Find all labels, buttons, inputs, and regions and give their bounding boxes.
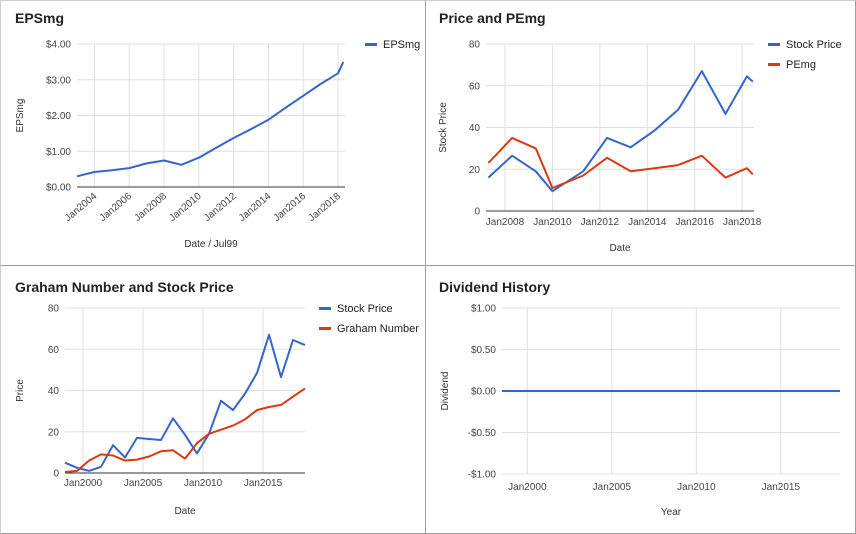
series-line-epsmg	[76, 61, 345, 178]
x-tick-label: Jan2000	[508, 482, 547, 493]
price-pemg-chart: Price and PEmg 0 20 40 60 80 Jan2008 Jan2010 Jan…	[438, 10, 842, 254]
y-axis-title: Price	[15, 379, 26, 402]
x-tick-label: Jan2005	[124, 478, 163, 489]
y-axis-title: Stock Price	[438, 102, 449, 153]
legend-swatch-graham-number	[319, 327, 331, 330]
x-axis-title: Date	[609, 243, 631, 254]
graham-number-chart: Graham Number and Stock Price 0 20 40 60 80 Ja…	[15, 279, 419, 517]
x-tick-label: Jan2014	[628, 217, 667, 228]
x-tick-label: Jan2010	[533, 217, 572, 228]
y-tick-label: $0.50	[471, 345, 496, 356]
y-tick-label: 80	[469, 40, 481, 51]
y-tick-label: $1.00	[46, 147, 71, 158]
x-tick-label: Jan2006	[98, 191, 135, 224]
y-tick-label: $4.00	[46, 40, 71, 51]
legend-label-stock-price: Stock Price	[786, 39, 842, 51]
legend-swatch-epsmg	[365, 43, 377, 46]
x-axis-title: Date	[174, 506, 196, 517]
x-tick-label: Jan2012	[202, 191, 239, 224]
y-tick-label: 0	[53, 469, 59, 480]
y-tick-label: 60	[48, 345, 60, 356]
epsmg-chart: EPSmg$0.00$1.00$2.00$3.00$4.00Jan2004Jan…	[15, 10, 420, 250]
x-tick-label: Jan2018	[306, 191, 343, 224]
x-tick-label: Jan2008	[132, 191, 169, 224]
x-tick-label: Jan2010	[677, 482, 716, 493]
y-tick-label: $3.00	[46, 75, 71, 86]
x-tick-label: Jan2015	[244, 478, 283, 489]
x-tick-label: Jan2005	[593, 482, 632, 493]
x-tick-label: Jan2008	[486, 217, 525, 228]
chart-panel-epsmg: EPSmg $0.00 $1.00 $2.00 $3.00 $4.00 Jan2004 Jan…	[0, 0, 426, 266]
y-tick-label: $2.00	[46, 111, 71, 122]
y-tick-label: 20	[469, 165, 481, 176]
x-tick-label: Jan2016	[272, 191, 309, 224]
dividend-history-chart: Dividend History -$1.00 -$0.50 $0.00 $0.50 $1…	[439, 279, 840, 518]
legend-label-stock-price: Stock Price	[337, 303, 393, 315]
x-axis-title: Date / Jul99	[184, 239, 238, 250]
legend-swatch-stock-price	[768, 43, 780, 46]
y-tick-label: $1.00	[471, 304, 496, 315]
y-tick-label: 20	[48, 427, 60, 438]
x-tick-label: Jan2000	[64, 478, 103, 489]
series-line-stock-price	[487, 70, 754, 193]
legend-label-epsmg: EPSmg	[383, 39, 420, 51]
y-tick-label: $0.00	[471, 387, 496, 398]
y-tick-label: 0	[474, 207, 480, 218]
y-tick-label: -$1.00	[468, 470, 497, 481]
series-line-pemg	[487, 136, 754, 189]
y-tick-label: $0.00	[46, 183, 71, 194]
x-tick-label: Jan2004	[63, 191, 100, 224]
x-tick-label: Jan2014	[237, 191, 274, 224]
series-line-stock-price	[64, 333, 306, 472]
legend-label-pemg: PEmg	[786, 59, 816, 71]
series-line-graham-number	[64, 387, 306, 473]
x-tick-label: Jan2015	[762, 482, 801, 493]
chart-title: Price and PEmg	[439, 10, 546, 26]
y-tick-label: -$0.50	[468, 428, 497, 439]
chart-title: Dividend History	[439, 279, 550, 295]
chart-panel-graham-number: Graham Number and Stock Price 0 20 40 60 80 Ja…	[0, 266, 426, 534]
legend-swatch-stock-price	[319, 307, 331, 310]
x-tick-label: Jan2016	[676, 217, 715, 228]
legend-label-graham-number: Graham Number	[337, 323, 419, 335]
y-axis-title: Dividend	[440, 372, 451, 411]
chart-panel-dividend-history: Dividend History -$1.00 -$0.50 $0.00 $0.50 $1…	[426, 266, 856, 534]
chart-title: Graham Number and Stock Price	[15, 279, 234, 295]
chart-title: EPSmg	[15, 10, 64, 26]
x-tick-label: Jan2012	[581, 217, 620, 228]
y-tick-label: 40	[469, 123, 481, 134]
y-tick-label: 60	[469, 81, 481, 92]
legend-swatch-pemg	[768, 63, 780, 66]
y-tick-label: 80	[48, 304, 60, 315]
x-axis-title: Year	[661, 507, 682, 518]
y-tick-label: 40	[48, 386, 60, 397]
x-tick-label: Jan2010	[184, 478, 223, 489]
chart-panel-price-pemg: Price and PEmg 0 20 40 60 80 Jan2008 Jan2010 Jan…	[426, 0, 856, 266]
x-tick-label: Jan2018	[723, 217, 762, 228]
y-axis-title: EPSmg	[15, 99, 26, 133]
x-tick-label: Jan2010	[167, 191, 204, 224]
